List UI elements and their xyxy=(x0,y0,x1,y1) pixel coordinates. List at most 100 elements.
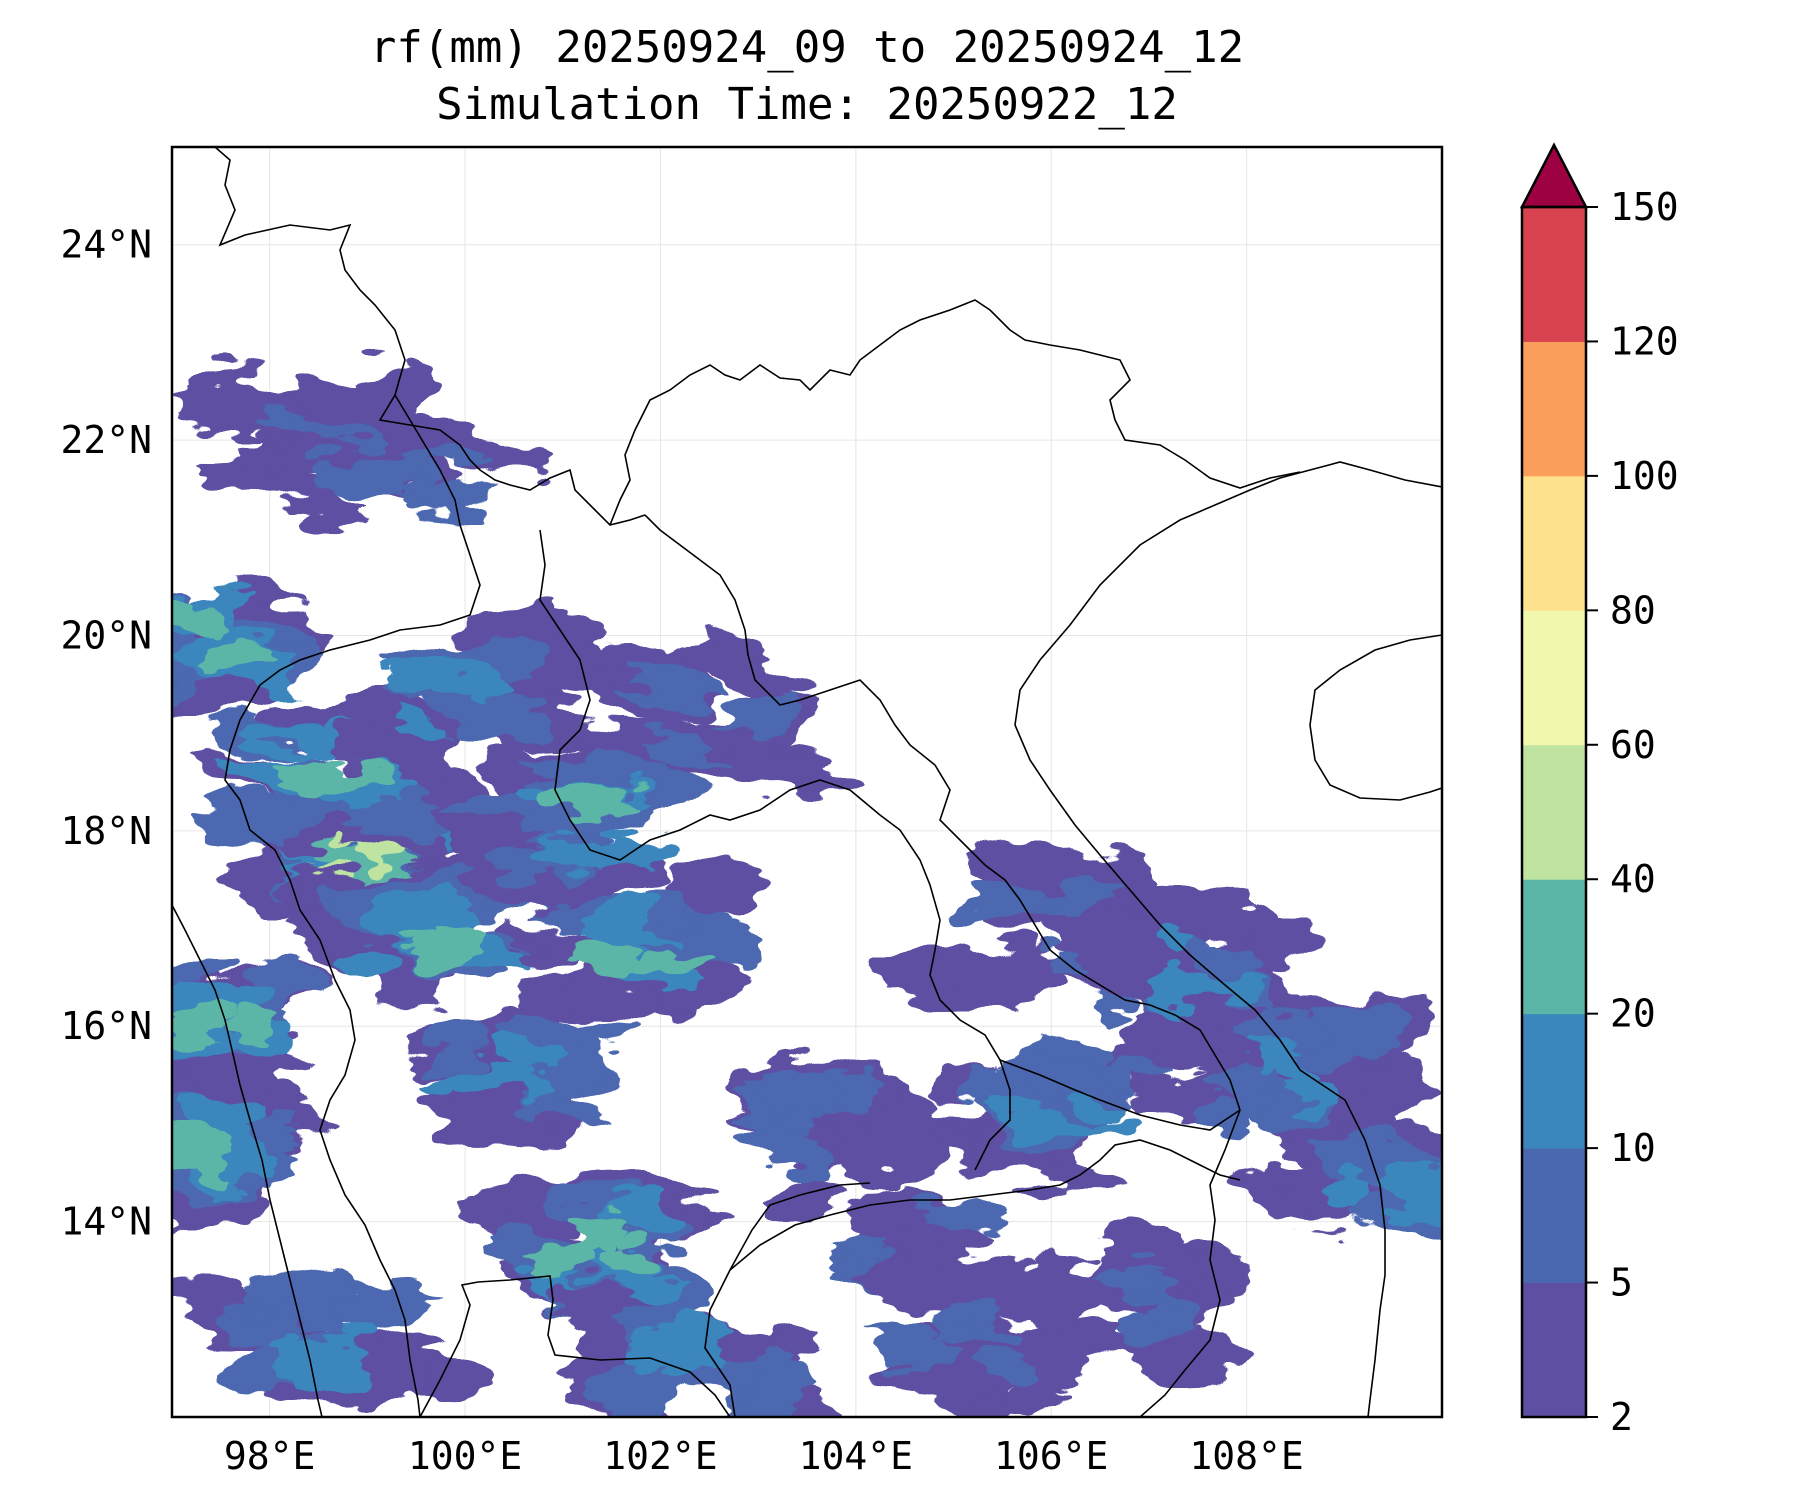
lat-tick-label: 20°N xyxy=(60,613,152,657)
rain-cell xyxy=(555,784,633,817)
rain-cell xyxy=(239,1292,349,1339)
colorbar-segment xyxy=(1522,744,1586,880)
lon-tick-label: 102°E xyxy=(603,1434,717,1478)
rain-cell xyxy=(1143,1320,1236,1396)
rain-cell xyxy=(431,1099,546,1148)
rain-cell xyxy=(496,1032,562,1071)
rain-cell xyxy=(640,735,732,769)
rain-cell xyxy=(1085,1259,1183,1299)
rain-cell xyxy=(661,643,818,699)
lon-tick-label: 98°E xyxy=(224,1434,316,1478)
rain-cell xyxy=(172,624,272,666)
border-laos-china xyxy=(479,468,646,526)
rain-cell xyxy=(513,936,589,969)
colorbar-segment xyxy=(1522,1013,1586,1149)
rain-cell xyxy=(1027,1320,1166,1362)
lon-tick-label: 106°E xyxy=(994,1434,1108,1478)
colorbar-extend-arrow xyxy=(1519,142,1589,209)
colorbar-tick-label: 40 xyxy=(1610,857,1656,901)
colorbar-segment xyxy=(1522,207,1586,342)
rain-cell xyxy=(1285,1079,1346,1110)
coastline-hainan xyxy=(1309,634,1442,801)
border-china-north xyxy=(214,147,481,471)
lon-tick-label: 104°E xyxy=(799,1434,913,1478)
border-laos-vietnam-north xyxy=(644,514,1241,1111)
rain-cell xyxy=(527,832,617,875)
border-laos-vietnam-south xyxy=(1139,1109,1241,1417)
rain-cell xyxy=(636,950,714,974)
rain-cell xyxy=(1030,1255,1104,1325)
colorbar-segment xyxy=(1522,475,1586,611)
rain-cell xyxy=(422,867,519,920)
lat-tick-label: 24°N xyxy=(60,223,152,267)
rain-cell xyxy=(1112,1052,1175,1082)
rain-cell xyxy=(275,766,350,788)
latitude-axis: 14°N 16°N 18°N 20°N 22°N 24°N xyxy=(60,223,152,1244)
border-cambodia-thailand xyxy=(729,1139,1241,1271)
rain-cell xyxy=(860,1252,995,1312)
rain-cell xyxy=(197,790,313,845)
lat-tick-label: 22°N xyxy=(60,418,152,462)
rain-cell xyxy=(592,1363,687,1417)
lon-tick-label: 108°E xyxy=(1189,1434,1303,1478)
rain-cell xyxy=(406,482,497,512)
rain-cell xyxy=(298,416,392,446)
rain-cell xyxy=(440,689,550,747)
colorbar-tick-label: 5 xyxy=(1610,1261,1633,1305)
lon-tick-label: 100°E xyxy=(408,1434,522,1478)
map-frame xyxy=(170,145,1444,1419)
colorbar: 2 5 10 20 40 60 80 100 120 150 xyxy=(1519,142,1679,1439)
rain-cell xyxy=(334,1279,440,1324)
lat-tick-label: 18°N xyxy=(60,809,152,853)
rain-cell xyxy=(207,643,252,663)
rain-cell xyxy=(172,1132,231,1175)
colorbar-ticks: 2 5 10 20 40 60 80 100 120 150 xyxy=(1586,185,1679,1439)
figure-subtitle: Simulation Time: 20250922_12 xyxy=(436,79,1178,130)
rain-cell xyxy=(1250,1041,1313,1061)
rain-cell xyxy=(311,457,403,499)
rain-cell xyxy=(437,1063,526,1098)
rain-cell xyxy=(870,1328,963,1368)
figure-title: rf(mm) 20250924_09 to 20250924_12 xyxy=(370,22,1244,73)
colorbar-segment xyxy=(1522,341,1586,477)
coastline-gulf-east xyxy=(704,1182,871,1417)
rain-cell xyxy=(1176,976,1266,997)
border-thailand-myanmar xyxy=(224,394,481,1417)
colorbar-segment xyxy=(1522,879,1586,1015)
rain-cell xyxy=(393,710,434,733)
rain-cell xyxy=(1033,1110,1089,1141)
rain-cell xyxy=(520,1071,560,1100)
rain-cell xyxy=(332,765,392,783)
rain-cell xyxy=(567,939,640,967)
coastlines-borders xyxy=(172,147,1442,1417)
rain-cell xyxy=(234,470,369,524)
rain-cell xyxy=(935,943,1070,1007)
rain-cell xyxy=(841,1119,944,1184)
colorbar-frame xyxy=(1520,205,1588,1419)
rain-cell xyxy=(421,655,507,694)
rain-cell xyxy=(627,1329,714,1361)
colorbar-tick-label: 150 xyxy=(1610,185,1679,229)
rain-cell xyxy=(1387,1161,1442,1204)
lat-tick-label: 16°N xyxy=(60,1004,152,1048)
coastline-gulf-of-tonkin xyxy=(1014,461,1442,1417)
rain-cell xyxy=(947,1304,1005,1334)
rain-cell xyxy=(584,908,629,941)
rain-cell xyxy=(1067,1087,1118,1118)
colorbar-tick-label: 100 xyxy=(1610,454,1679,498)
rain-cell xyxy=(251,723,343,765)
rain-cell xyxy=(272,1344,358,1385)
rain-cell xyxy=(1052,874,1103,923)
rain-cell xyxy=(758,1072,847,1114)
rain-cell xyxy=(683,1318,721,1344)
rain-cell xyxy=(424,1012,493,1066)
rain-cell xyxy=(739,1119,840,1176)
colorbar-tick-label: 20 xyxy=(1610,992,1656,1036)
rain-cell xyxy=(172,1016,213,1037)
rain-cell xyxy=(914,1197,1008,1233)
rain-cell xyxy=(1210,1064,1287,1092)
colorbar-segment xyxy=(1522,610,1586,746)
longitude-axis: 98°E 100°E 102°E 104°E 106°E 108°E xyxy=(224,1434,1304,1478)
rain-cell xyxy=(1323,1173,1376,1212)
rain-cell xyxy=(598,1242,651,1273)
